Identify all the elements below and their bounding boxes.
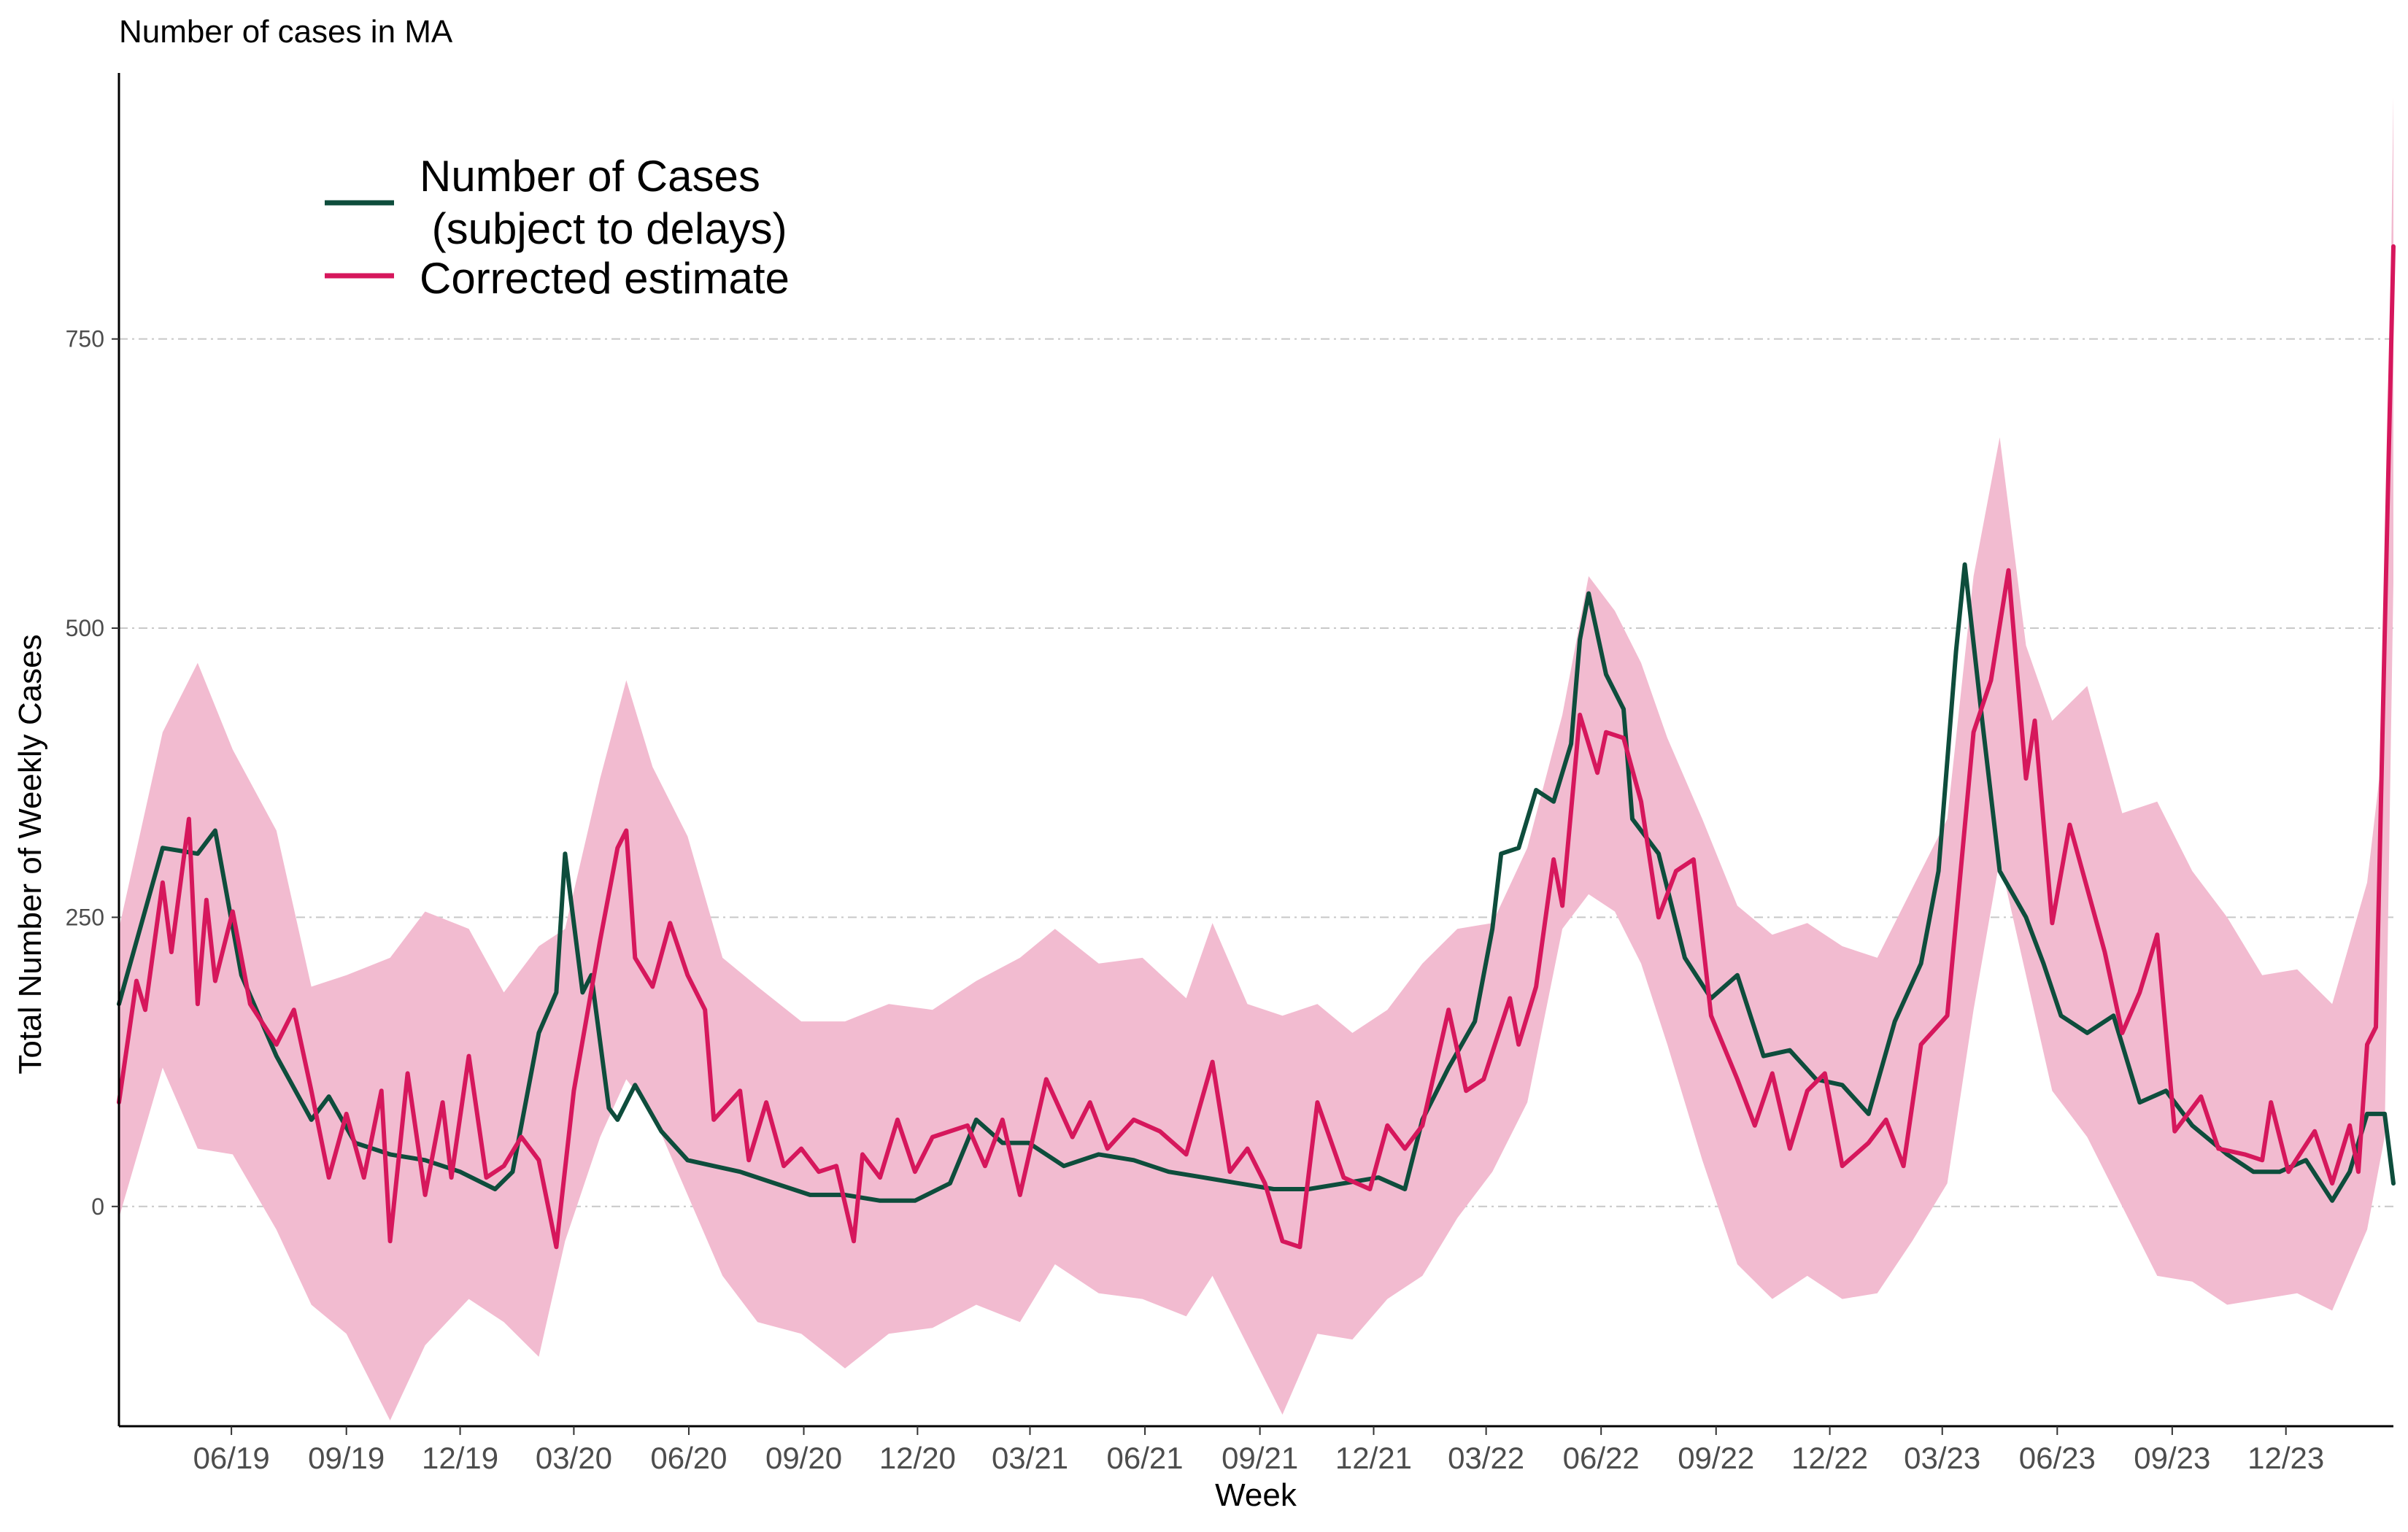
x-tick-label: 12/22 <box>1791 1441 1868 1475</box>
x-tick-label: 03/23 <box>1904 1441 1980 1475</box>
x-tick-label: 03/20 <box>536 1441 612 1475</box>
x-tick-label: 12/19 <box>422 1441 498 1475</box>
y-tick-label-750: 750 <box>66 326 104 352</box>
x-tick-label: 06/21 <box>1107 1441 1184 1475</box>
x-tick-label: 09/22 <box>1678 1441 1754 1475</box>
x-tick-label: 09/19 <box>308 1441 385 1475</box>
legend: Number of Cases (subject to delays)Corre… <box>325 152 790 303</box>
x-tick-labels: 06/19 09/19 12/19 03/20 06/20 09/20 12/20 03/21… <box>193 1426 2324 1475</box>
x-axis-title: Week <box>1215 1477 1297 1513</box>
x-tick-label: 12/21 <box>1335 1441 1412 1475</box>
x-tick-label: 06/19 <box>193 1441 270 1475</box>
legend-label-number-of-cases: Number of Cases (subject to delays) <box>420 152 787 253</box>
y-tick-label-250: 250 <box>66 904 104 930</box>
x-tick-label: 09/20 <box>765 1441 842 1475</box>
x-tick-label: 12/23 <box>2247 1441 2324 1475</box>
confidence-band <box>119 96 2393 1421</box>
chart-title: Number of cases in MA <box>119 14 453 50</box>
x-tick-label: 06/23 <box>2019 1441 2096 1475</box>
legend-label-corrected-estimate: Corrected estimate <box>420 254 790 303</box>
series-line-corrected-estimate <box>117 244 2396 1250</box>
x-tick-label: 03/21 <box>992 1441 1068 1475</box>
axes <box>117 73 2393 1428</box>
x-tick-label: 09/23 <box>2134 1441 2210 1475</box>
y-tick-labels: 0 250 500 750 <box>66 326 119 1220</box>
y-tick-label-0: 0 <box>91 1194 104 1220</box>
x-tick-label: 03/22 <box>1448 1441 1524 1475</box>
x-tick-label: 06/20 <box>650 1441 727 1475</box>
x-tick-label: 09/21 <box>1222 1441 1298 1475</box>
x-tick-label: 12/20 <box>879 1441 956 1475</box>
y-tick-label-500: 500 <box>66 615 104 641</box>
y-axis-title: Total Number of Weekly Cases <box>12 634 48 1074</box>
series-lines <box>117 244 2396 1250</box>
x-tick-label: 06/22 <box>1563 1441 1640 1475</box>
confidence-ribbon <box>119 96 2393 1421</box>
